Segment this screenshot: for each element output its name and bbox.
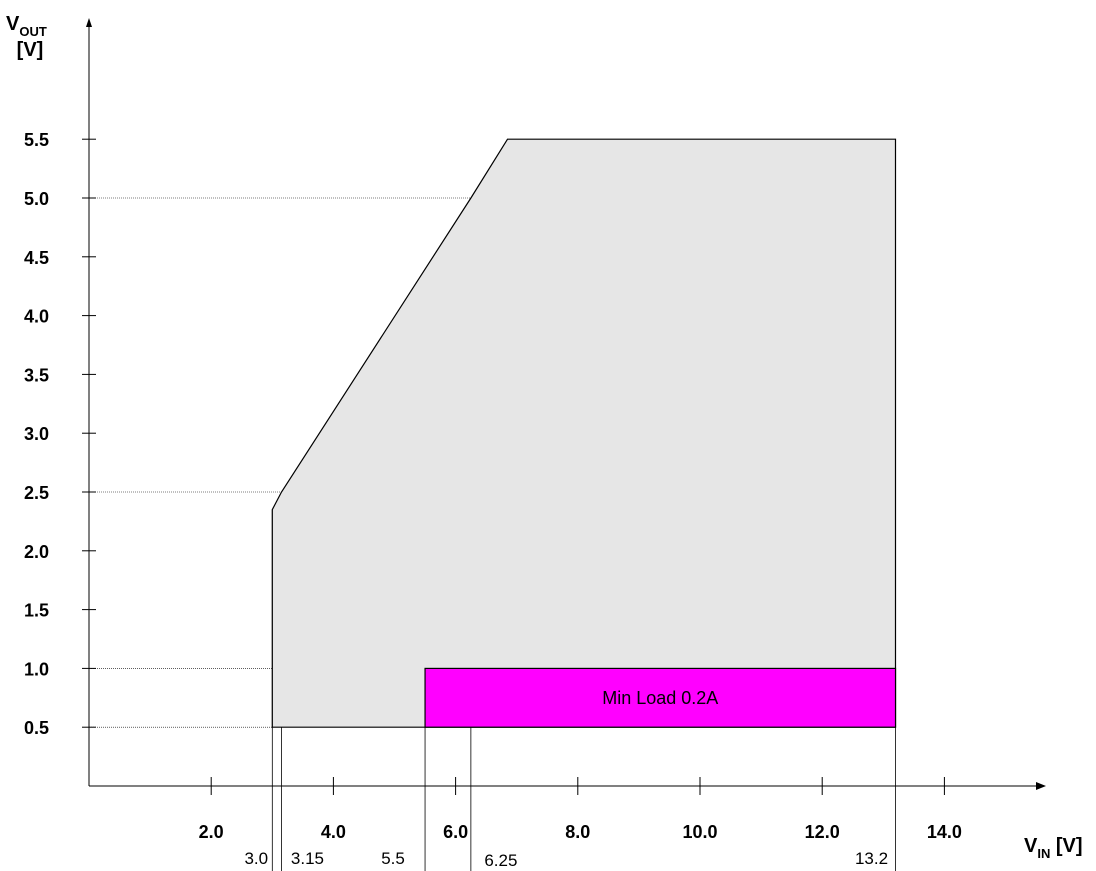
y-tick-label: 5.5	[24, 130, 49, 150]
y-axis-title: VOUT	[6, 13, 47, 39]
y-tick-label: 5.0	[24, 189, 49, 209]
x-marker-label: 3.15	[291, 849, 324, 868]
regions	[271, 138, 897, 728]
y-tick-label: 1.0	[24, 659, 49, 679]
axes	[82, 18, 1046, 795]
y-axis-unit: [V]	[17, 39, 44, 61]
min-load-region	[424, 667, 897, 728]
x-axis-title: VIN [V]	[1024, 835, 1083, 861]
x-tick-label: 6.0	[443, 822, 468, 842]
y-tick-label: 3.5	[24, 365, 49, 385]
y-tick-label: 2.0	[24, 542, 49, 562]
x-tick-label: 4.0	[321, 822, 346, 842]
y-tick-label: 2.5	[24, 483, 49, 503]
x-tick-label: 8.0	[565, 822, 590, 842]
x-tick-label: 10.0	[682, 822, 717, 842]
x-axis-arrow	[1036, 782, 1046, 790]
y-tick-label: 4.0	[24, 307, 49, 327]
y-tick-label: 1.5	[24, 601, 49, 621]
labels: Min Load 0.2A 3.0 3.15 5.5 6.25 13.2 2.0 4.0 6.0…	[6, 13, 1083, 870]
y-tick-label: 0.5	[24, 718, 49, 738]
y-tick-label: 4.5	[24, 248, 49, 268]
x-marker-label: 3.0	[244, 849, 268, 868]
x-marker-label: 13.2	[855, 849, 888, 868]
x-tick-label: 12.0	[805, 822, 840, 842]
min-load-label: Min Load 0.2A	[602, 688, 718, 708]
x-marker-label: 6.25	[484, 851, 517, 870]
operating-region	[271, 138, 897, 728]
y-axis-arrow	[86, 18, 92, 27]
x-marker-label: 5.5	[381, 849, 405, 868]
x-tick-label: 14.0	[927, 822, 962, 842]
y-tick-label: 3.0	[24, 424, 49, 444]
x-tick-label: 2.0	[199, 822, 224, 842]
